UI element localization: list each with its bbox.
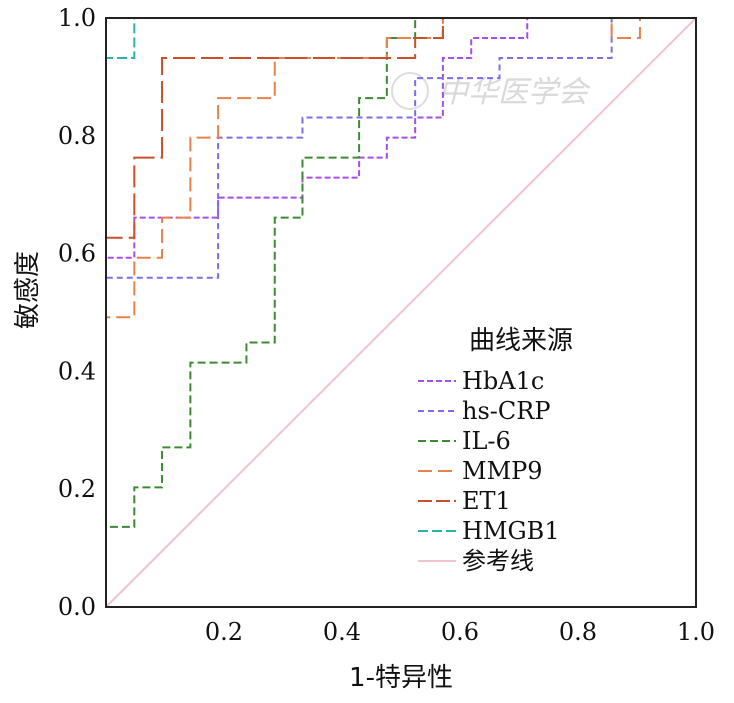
series-line-mmp9 xyxy=(105,17,696,607)
x-axis-title: 1-特异性 xyxy=(349,663,453,693)
series-line-hs-crp xyxy=(105,17,696,607)
legend-label-et1: ET1 xyxy=(462,487,511,515)
plot-frame xyxy=(105,17,697,608)
y-axis-ticks: 0.0 0.2 0.4 0.6 0.8 1.0 xyxy=(58,4,96,621)
y-tick-label: 0.4 xyxy=(58,357,96,385)
x-tick-label: 0.4 xyxy=(323,618,361,646)
x-tick-label: 1.0 xyxy=(677,618,715,646)
y-tick-label: 0.6 xyxy=(58,240,96,268)
watermark-text: 中华医学会 xyxy=(438,75,591,110)
legend-label-hba1c: HbA1c xyxy=(462,367,544,395)
x-tick-label: 0.2 xyxy=(205,618,243,646)
x-axis-ticks: 0.2 0.4 0.6 0.8 1.0 xyxy=(205,618,715,646)
watermark: 中华医学会 xyxy=(391,72,591,110)
y-tick-label: 1.0 xyxy=(58,4,96,32)
x-tick-label: 0.8 xyxy=(559,618,597,646)
legend-label-mmp9: MMP9 xyxy=(462,457,543,485)
watermark-seal-icon xyxy=(391,72,429,110)
legend-title: 曲线来源 xyxy=(469,326,573,356)
x-tick-label: 0.6 xyxy=(441,618,479,646)
series-line-et1 xyxy=(105,17,696,607)
legend-label-hs-crp: hs-CRP xyxy=(462,397,550,425)
y-axis-title: 敏感度 xyxy=(13,251,43,329)
legend-label-hmgb1: HMGB1 xyxy=(462,517,560,545)
legend-label-reference: 参考线 xyxy=(462,547,534,575)
series-line-reference xyxy=(105,17,697,608)
y-tick-label: 0.2 xyxy=(58,475,96,503)
y-tick-label: 0.8 xyxy=(58,122,96,150)
y-tick-label: 0.0 xyxy=(58,593,96,621)
legend-label-il-6: IL-6 xyxy=(462,427,511,455)
